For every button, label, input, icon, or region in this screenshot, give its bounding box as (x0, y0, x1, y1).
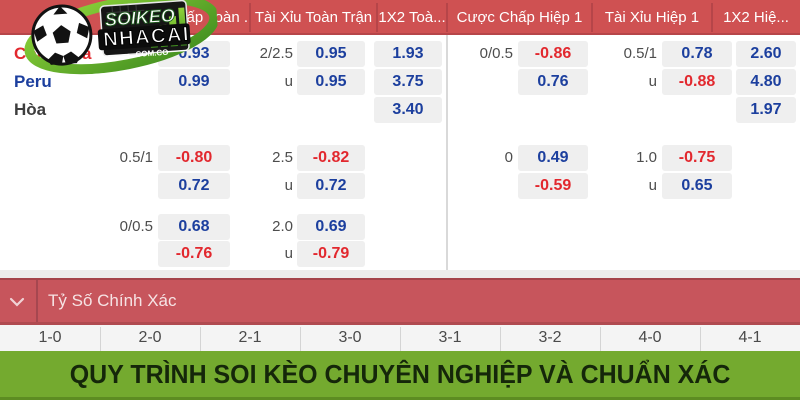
score-option[interactable]: 4-1 (738, 329, 762, 346)
odds-value[interactable]: 0.69 (297, 214, 365, 240)
handicap-value: 2/2.5 (259, 45, 293, 62)
score-option[interactable]: 3-2 (538, 329, 562, 346)
score-separator (500, 327, 501, 351)
handicap-value: u (648, 73, 657, 90)
odds-value[interactable]: -0.86 (518, 41, 588, 67)
odds-value[interactable]: 3.75 (374, 69, 442, 95)
odds-value[interactable]: 1.97 (736, 97, 796, 123)
chevron-down-icon[interactable] (9, 297, 25, 307)
score-option[interactable]: 3-0 (338, 329, 362, 346)
handicap-value: u (284, 177, 293, 194)
odds-value[interactable]: 0.65 (662, 173, 732, 199)
handicap-value: 0 (504, 149, 513, 166)
odds-value[interactable]: 3.40 (374, 97, 442, 123)
score-option[interactable]: 2-1 (238, 329, 262, 346)
handicap-value: u (284, 245, 293, 262)
odds-value[interactable]: -0.59 (518, 173, 588, 199)
team-name: Peru (14, 72, 52, 91)
score-option[interactable]: 2-0 (138, 329, 162, 346)
column-header: Cược Chấp Hiệp 1 (456, 9, 583, 26)
header-separator (711, 3, 713, 32)
promo-banner: QUY TRÌNH SOI KÈO CHUYÊN NGHIỆP VÀ CHUẨN… (0, 351, 800, 400)
odds-value[interactable]: 0.72 (297, 173, 365, 199)
handicap-value: 0.5/1 (119, 149, 153, 166)
handicap-value: u (648, 177, 657, 194)
score-separator (600, 327, 601, 351)
brand-logo[interactable]: SOIKEO NHACAI .COM.CO (20, 0, 221, 79)
odds-value[interactable]: 0.95 (297, 41, 365, 67)
column-header: Tài Xỉu Toàn Trận (254, 9, 373, 26)
score-separator (700, 327, 701, 351)
odds-value[interactable]: 0.78 (662, 41, 732, 67)
odds-value[interactable]: -0.88 (662, 69, 732, 95)
section-gap (0, 270, 800, 278)
logo-name-band (97, 23, 191, 51)
odds-value[interactable]: 2.60 (736, 41, 796, 67)
handicap-value: 0.5/1 (623, 45, 657, 62)
team-name: Hòa (14, 100, 47, 119)
score-option[interactable]: 3-1 (438, 329, 462, 346)
odds-value[interactable]: 0.99 (158, 69, 230, 95)
promo-banner-text: QUY TRÌNH SOI KÈO CHUYÊN NGHIỆP VÀ CHUẨN… (69, 359, 731, 389)
odds-value[interactable]: -0.79 (297, 241, 365, 267)
odds-value[interactable]: -0.82 (297, 145, 365, 171)
odds-value[interactable]: 1.93 (374, 41, 442, 67)
soccer-ball-icon (31, 4, 93, 66)
logo-swoosh (24, 0, 220, 75)
score-section-title: Tỷ Số Chính Xác (48, 291, 177, 310)
handicap-value: 2.0 (272, 218, 293, 235)
handicap-value: 0/0.5 (479, 45, 513, 62)
handicap-value: 2.5 (272, 149, 293, 166)
column-header: 1X2 Toà... (378, 9, 446, 26)
score-option[interactable]: 4-0 (638, 329, 662, 346)
header-separator (249, 3, 251, 32)
header-separator (376, 3, 378, 32)
odds-value[interactable]: 0.76 (518, 69, 588, 95)
correct-score-section-header[interactable]: Tỷ Số Chính Xác (0, 278, 800, 325)
header-separator (446, 3, 448, 32)
odds-table-body: Colombia0.932/2.50.951.930/0.5-0.860.5/1… (0, 35, 800, 270)
correct-score-options-row: 1-0 2-0 2-1 3-0 3-1 3-2 4-0 4-1 (0, 325, 800, 351)
header-separator (591, 3, 593, 32)
column-header: Tài Xỉu Hiệp 1 (604, 9, 700, 26)
odds-value[interactable]: 0.95 (297, 69, 365, 95)
score-separator (400, 327, 401, 351)
odds-value[interactable]: -0.80 (158, 145, 230, 171)
score-separator (200, 327, 201, 351)
header-bottom-border (0, 33, 800, 35)
score-option[interactable]: 1-0 (38, 329, 62, 346)
odds-value[interactable]: -0.76 (158, 241, 230, 267)
handicap-value: 0/0.5 (119, 218, 153, 235)
odds-value[interactable]: 0.49 (518, 145, 588, 171)
column-divider (446, 35, 448, 270)
odds-value[interactable]: 0.72 (158, 173, 230, 199)
score-bar-divider (36, 280, 38, 322)
odds-value[interactable]: 4.80 (736, 69, 796, 95)
column-header: 1X2 Hiệ... (723, 9, 789, 26)
odds-value[interactable]: 0.68 (158, 214, 230, 240)
handicap-value: 1.0 (636, 149, 657, 166)
score-separator (300, 327, 301, 351)
odds-value[interactable]: -0.75 (662, 145, 732, 171)
logo-domain: .COM.CO (133, 48, 169, 59)
handicap-value: u (284, 73, 293, 90)
logo-building-grid (106, 4, 145, 25)
logo-text-top: SOIKEO (104, 5, 175, 30)
score-separator (100, 327, 101, 351)
